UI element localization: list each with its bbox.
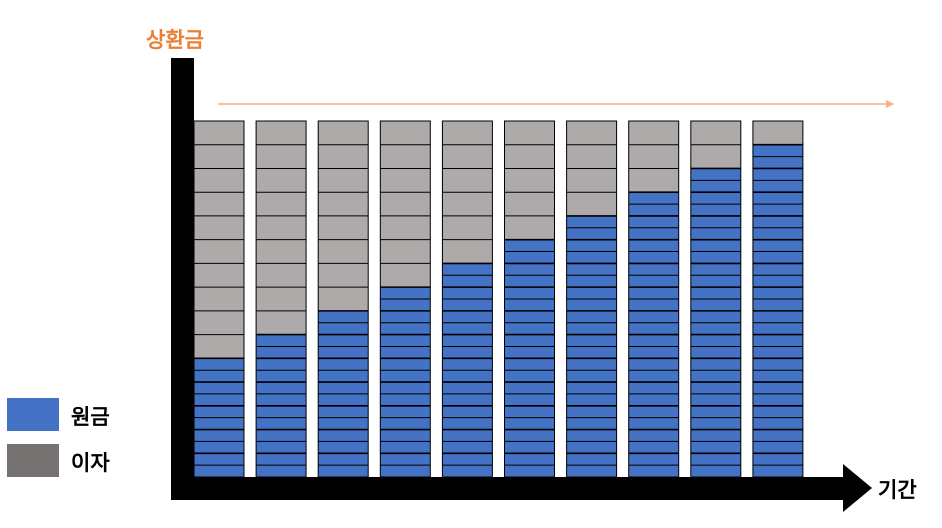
bar-segment-interest xyxy=(504,121,555,240)
legend-swatch-principal xyxy=(7,398,59,431)
x-axis-label: 기간 xyxy=(878,478,917,502)
bar xyxy=(255,120,307,478)
x-axis-arrowhead xyxy=(843,464,872,512)
bar xyxy=(441,120,493,478)
y-axis xyxy=(171,58,194,500)
legend-label-interest: 이자 xyxy=(71,451,110,475)
bar-segment-interest xyxy=(256,121,307,335)
bar-segment-interest xyxy=(752,121,803,145)
bar xyxy=(379,120,431,478)
x-axis xyxy=(171,477,846,500)
bar xyxy=(566,120,618,478)
bar xyxy=(504,120,555,478)
bar xyxy=(317,120,369,478)
legend-swatch-interest xyxy=(7,444,59,477)
bar xyxy=(193,120,245,478)
legend-label-principal: 원금 xyxy=(71,405,110,429)
bar xyxy=(690,120,742,478)
bar xyxy=(752,120,804,478)
bar-segment-interest xyxy=(380,121,431,288)
bars-group xyxy=(193,120,804,478)
bar xyxy=(628,120,680,478)
y-axis-label: 상환금 xyxy=(146,28,204,52)
bar-segment-interest xyxy=(628,121,679,193)
